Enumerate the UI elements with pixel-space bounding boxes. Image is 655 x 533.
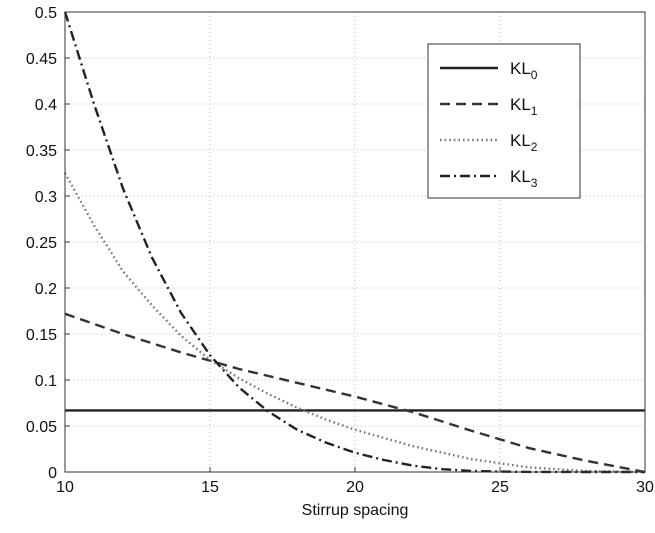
legend-label-kl0: KL0 xyxy=(510,59,538,82)
y-tick-label: 0.3 xyxy=(35,189,57,206)
y-tick-label: 0 xyxy=(48,465,57,482)
series-line-kl3 xyxy=(63,11,645,474)
x-tick-label: 30 xyxy=(636,479,654,496)
x-tick-label: 20 xyxy=(346,479,364,496)
y-tick-label: 0.5 xyxy=(35,5,57,22)
y-tick-label: 0.45 xyxy=(26,51,57,68)
series-line-kl1 xyxy=(64,312,646,474)
series-lines xyxy=(63,11,646,474)
y-tick-label: 0.1 xyxy=(35,373,57,390)
y-tick-label: 0.25 xyxy=(26,235,57,252)
y-tick-label: 0.4 xyxy=(35,97,57,114)
legend-box xyxy=(427,43,581,199)
x-tick-label: 10 xyxy=(56,479,74,496)
x-axis-title: Stirrup spacing xyxy=(302,502,409,519)
y-tick-label: 0.2 xyxy=(35,281,57,298)
legend-label-kl2: KL2 xyxy=(510,131,538,154)
legend-label-kl1: KL1 xyxy=(510,95,538,118)
x-tick-label: 15 xyxy=(201,479,219,496)
legend-label-kl3: KL3 xyxy=(510,167,538,190)
x-tick-label: 25 xyxy=(491,479,509,496)
y-tick-label: 0.15 xyxy=(26,327,57,344)
legend: KL0 KL1 KL2 KL3 xyxy=(427,43,581,199)
axis-ticks: 10 15 20 25 30 0 0.05 0.1 0.15 0.2 0.25 0.3 0.35 0.4 0… xyxy=(26,5,654,496)
series-line-kl2 xyxy=(63,172,646,474)
y-tick-label: 0.35 xyxy=(26,143,57,160)
y-tick-label: 0.05 xyxy=(26,419,57,436)
